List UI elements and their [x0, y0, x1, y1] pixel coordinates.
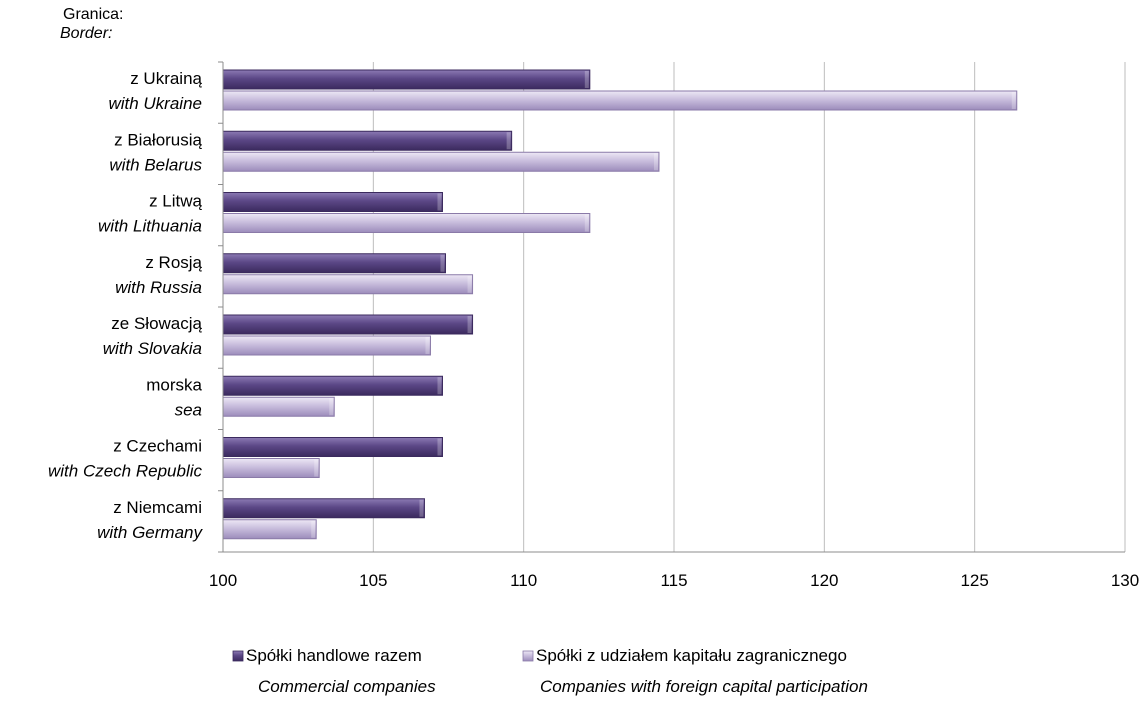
- axis-title-en: Border:: [60, 25, 112, 42]
- x-tick-label: 130: [1111, 571, 1139, 590]
- bar-foreign-5: [222, 396, 335, 417]
- category-labels: z Ukrainą with Ukraine z Białorusią with Be…: [48, 69, 204, 542]
- bar-bevel: [437, 377, 442, 395]
- bar-foreign-6: [222, 458, 320, 478]
- bar-bevel: [584, 71, 589, 88]
- x-tick-label: 105: [359, 571, 387, 590]
- x-tick-label: 120: [810, 571, 838, 590]
- bar-bevel: [467, 275, 472, 293]
- category-label-en: with Czech Republic: [48, 462, 203, 481]
- x-tick-label: 100: [209, 571, 237, 590]
- legend-swatch-foreign: [522, 650, 534, 662]
- legend-label-foreign: Spółki z udziałem kapitału zagranicznego: [536, 646, 847, 665]
- category-label-en: with Lithuania: [98, 217, 202, 236]
- bar-bevel: [653, 153, 658, 171]
- bar-bevel: [437, 438, 442, 456]
- bar-commercial-4: [222, 314, 474, 335]
- category-label-en: with Russia: [115, 278, 202, 297]
- bar-commercial-3: [222, 253, 446, 274]
- category-label-en: with Slovakia: [103, 339, 202, 358]
- axis-title-pl: Granica:: [63, 6, 123, 23]
- bar-foreign-7: [222, 519, 317, 540]
- bar-bevel: [467, 316, 472, 333]
- category-label-pl: z Białorusią: [114, 130, 202, 149]
- legend-swatch-commercial: [232, 650, 244, 662]
- x-tick-label: 115: [660, 571, 687, 590]
- category-label-en: sea: [175, 400, 202, 419]
- bar-bevel: [329, 398, 334, 416]
- category-label-en: with Germany: [97, 523, 203, 542]
- bar-bevel: [437, 193, 442, 211]
- bar-foreign-0: [222, 90, 1018, 111]
- bar-bevel: [425, 337, 430, 354]
- bar-bevel: [584, 214, 589, 232]
- tick-labels: 100 105 110 115 120 125 130: [209, 571, 1139, 590]
- bar-bevel: [1011, 92, 1016, 109]
- bar-bevel: [506, 132, 511, 150]
- category-label-en: with Ukraine: [108, 94, 202, 113]
- bar-commercial-1: [222, 130, 513, 151]
- bar-commercial-0: [222, 69, 591, 90]
- bars: [222, 69, 1018, 540]
- axes: [218, 61, 1125, 553]
- category-label-en: with Belarus: [109, 155, 202, 174]
- bar-foreign-4: [222, 335, 431, 356]
- bar-commercial-2: [222, 192, 443, 212]
- category-label-pl: z Rosją: [145, 253, 202, 272]
- bar-commercial-7: [222, 498, 425, 519]
- category-label-pl: z Ukrainą: [130, 69, 202, 88]
- category-label-pl: z Litwą: [149, 192, 202, 211]
- bar-commercial-6: [222, 437, 443, 457]
- legend-sublabel-commercial: Commercial companies: [258, 677, 436, 696]
- category-label-pl: morska: [146, 375, 202, 394]
- category-label-pl: ze Słowacją: [111, 314, 202, 333]
- bar-commercial-5: [222, 375, 443, 396]
- x-tick-label: 125: [960, 571, 988, 590]
- bar-bevel: [440, 254, 445, 272]
- bar-foreign-1: [222, 151, 660, 172]
- bar-foreign-3: [222, 274, 474, 295]
- bar-bevel: [314, 459, 319, 477]
- legend-sublabel-foreign: Companies with foreign capital participa…: [540, 677, 868, 696]
- category-label-pl: z Niemcami: [113, 498, 202, 517]
- x-tick-label: 110: [510, 571, 537, 590]
- bar-bevel: [311, 520, 316, 538]
- category-label-pl: z Czechami: [113, 437, 202, 456]
- bar-foreign-2: [222, 213, 591, 233]
- bar-bevel: [419, 499, 424, 517]
- legend-label-commercial: Spółki handlowe razem: [246, 646, 422, 665]
- legend: Spółki handlowe razem Commercial compani…: [232, 646, 868, 696]
